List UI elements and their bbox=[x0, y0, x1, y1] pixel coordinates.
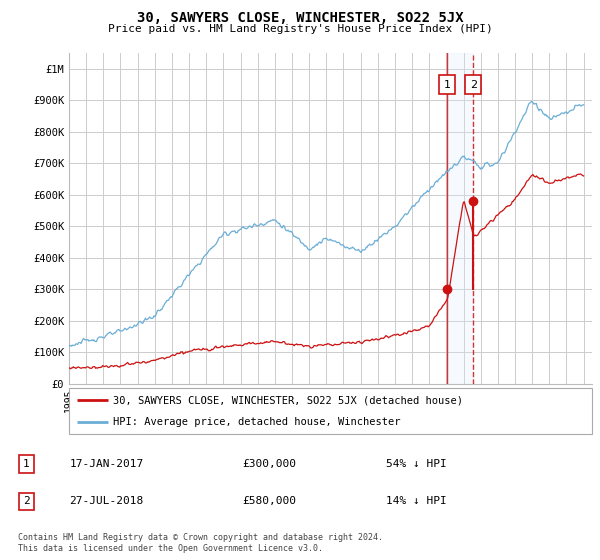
Text: 1: 1 bbox=[23, 459, 30, 469]
Text: Price paid vs. HM Land Registry's House Price Index (HPI): Price paid vs. HM Land Registry's House … bbox=[107, 24, 493, 34]
Text: 14% ↓ HPI: 14% ↓ HPI bbox=[386, 496, 447, 506]
Text: 30, SAWYERS CLOSE, WINCHESTER, SO22 5JX (detached house): 30, SAWYERS CLOSE, WINCHESTER, SO22 5JX … bbox=[113, 395, 463, 405]
Bar bbox=[447, 53, 473, 384]
Text: 27-JUL-2018: 27-JUL-2018 bbox=[70, 496, 144, 506]
Text: £300,000: £300,000 bbox=[242, 459, 296, 469]
Text: 30, SAWYERS CLOSE, WINCHESTER, SO22 5JX: 30, SAWYERS CLOSE, WINCHESTER, SO22 5JX bbox=[137, 11, 463, 25]
Text: 17-JAN-2017: 17-JAN-2017 bbox=[70, 459, 144, 469]
Text: Contains HM Land Registry data © Crown copyright and database right 2024.
This d: Contains HM Land Registry data © Crown c… bbox=[18, 533, 383, 553]
Text: 54% ↓ HPI: 54% ↓ HPI bbox=[386, 459, 447, 469]
Text: £580,000: £580,000 bbox=[242, 496, 296, 506]
Text: 2: 2 bbox=[23, 496, 30, 506]
Text: 2: 2 bbox=[470, 80, 477, 90]
Text: HPI: Average price, detached house, Winchester: HPI: Average price, detached house, Winc… bbox=[113, 417, 401, 427]
Text: 1: 1 bbox=[443, 80, 451, 90]
